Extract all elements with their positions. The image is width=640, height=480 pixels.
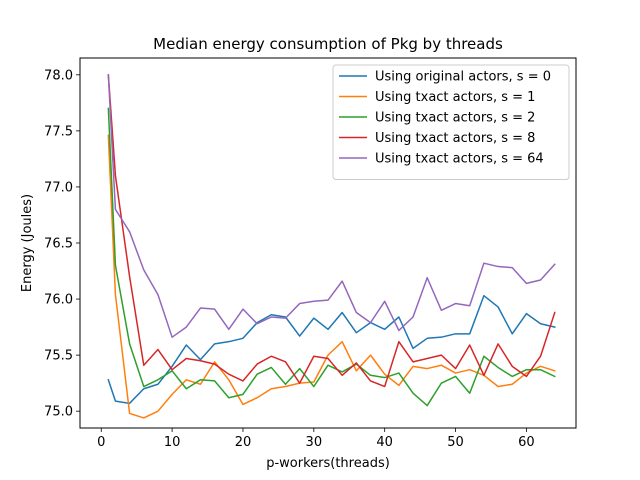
series-line-4 [107,74,556,388]
series-line-3 [107,107,556,407]
x-axis-label: p-workers(threads) [266,456,390,471]
x-tick-label: 0 [97,435,105,450]
legend-label-5: Using txact actors, s = 64 [375,152,544,167]
x-axis-ticks: 0 10 20 30 40 50 60 [97,428,535,450]
series-line-5 [107,74,556,338]
y-tick-label: 77.5 [44,124,73,139]
y-tick-label: 78.0 [44,68,73,83]
legend-box [332,64,570,180]
y-axis-ticks: 75.0 75.5 76.0 76.5 77.0 77.5 78.0 [44,68,80,420]
y-tick-label: 76.0 [44,293,73,308]
series-line-1 [107,294,556,405]
y-tick-label: 75.0 [44,405,73,420]
chart-title: Median energy consumption of Pkg by thre… [153,35,503,53]
legend-label-1: Using original actors, s = 0 [375,70,551,85]
x-tick-label: 20 [235,435,252,450]
y-tick-label: 76.5 [44,237,73,252]
x-tick-label: 40 [376,435,393,450]
x-tick-label: 60 [518,435,535,450]
x-tick-label: 50 [447,435,464,450]
y-axis-label: Energy (Joules) [20,194,35,292]
y-tick-label: 75.5 [44,349,73,364]
legend-label-4: Using txact actors, s = 8 [375,131,535,146]
series-line-2 [107,134,556,419]
x-tick-label: 10 [164,435,181,450]
legend-label-3: Using txact actors, s = 2 [375,111,535,126]
y-tick-label: 77.0 [44,180,73,195]
series-layer [107,74,556,419]
legend: Using original actors, s = 0 Using txact … [332,64,570,180]
x-tick-label: 30 [306,435,323,450]
legend-label-2: Using txact actors, s = 1 [375,90,535,105]
